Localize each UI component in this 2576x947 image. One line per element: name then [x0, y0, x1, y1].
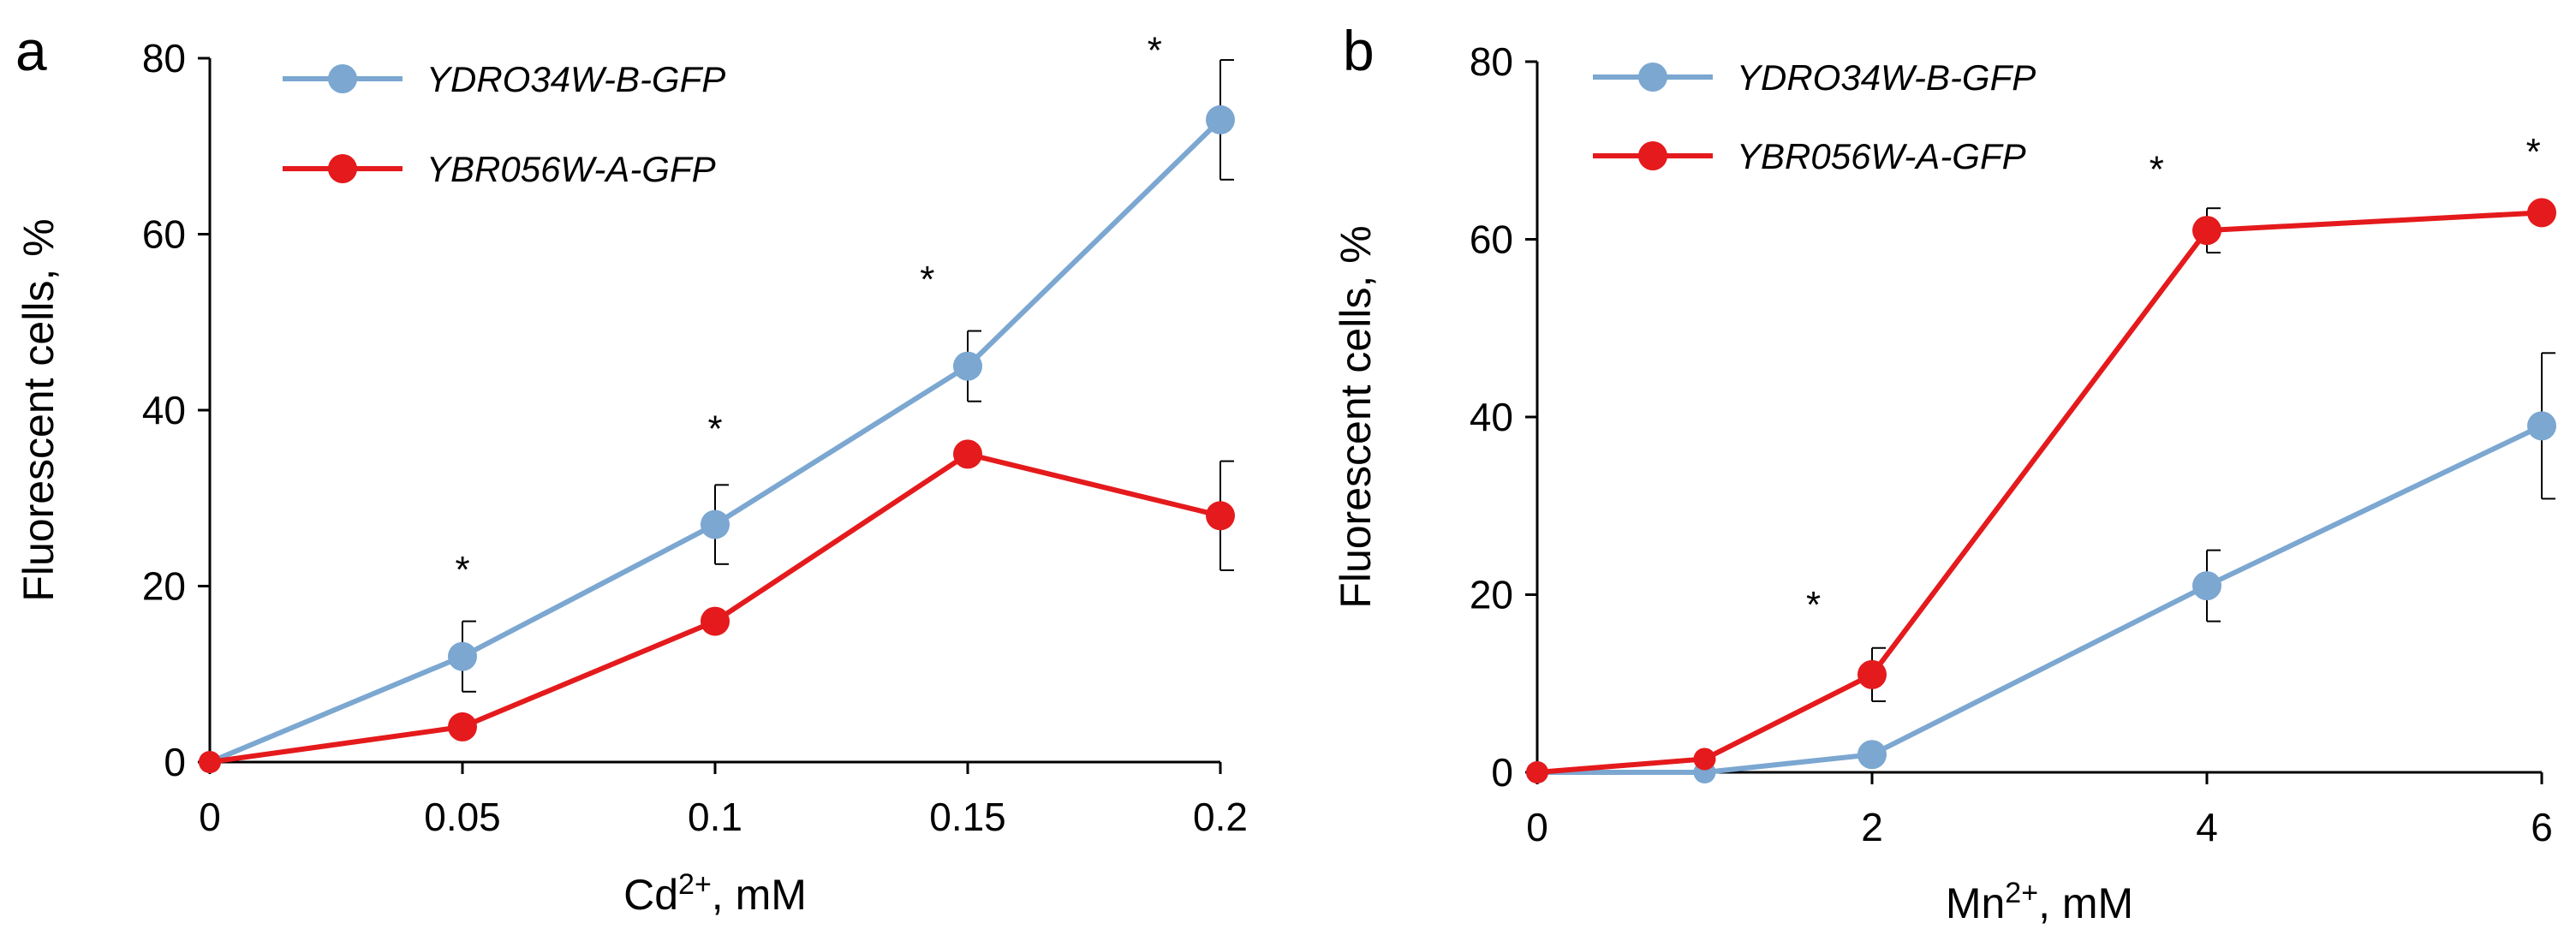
data-point [448, 641, 477, 671]
chart-panel-a: 0 20 40 60 80 0 0.05 0.1 0.15 0.2 Fluorescent cell… [15, 19, 1248, 919]
data-point [1857, 659, 1887, 689]
y-tick-label: 0 [164, 740, 186, 784]
y-tick-label: 20 [1470, 573, 1513, 617]
significance-marker: * [2150, 149, 2164, 191]
x-tick-label: 0.05 [424, 795, 501, 839]
data-point [953, 351, 982, 381]
data-point [701, 606, 730, 636]
x-tick-label: 0 [1526, 805, 1548, 849]
series-line-0 [1537, 423, 2543, 775]
y-axis-title: Fluorescent cells, % [1332, 225, 1380, 608]
x-tick-label: 6 [2531, 805, 2553, 849]
y-tick-label: 80 [1470, 39, 1513, 84]
data-point [1206, 501, 1235, 531]
significance-marker: * [2526, 131, 2541, 173]
significance-marker: * [1806, 584, 1821, 626]
data-point [2527, 411, 2556, 441]
chart-panel-b: 0 20 40 60 80 0 2 4 6 Fluorescent cells, % Mn2+, m… [1332, 19, 2556, 927]
legend-swatch-marker [1638, 141, 1667, 170]
significance-marker: * [920, 259, 934, 301]
data-point [953, 439, 982, 469]
legend-label: YDRO34W-B-GFP [1737, 57, 2036, 98]
data-point [1206, 104, 1235, 134]
x-tick-label: 0.15 [929, 795, 1006, 839]
y-tick-label: 60 [142, 212, 186, 257]
legend-label: YBR056W-A-GFP [1737, 136, 2026, 176]
legend-swatch-marker [328, 64, 357, 93]
x-axis-title: Cd2+, mM [623, 868, 807, 919]
significance-marker: * [455, 549, 469, 591]
y-tick-label: 40 [1470, 395, 1513, 439]
y-tick-label: 60 [1470, 217, 1513, 262]
series-line-1 [1536, 210, 2543, 775]
significance-marker: * [707, 408, 722, 450]
significance-marker: * [1148, 30, 1162, 72]
panel-label: b [1343, 19, 1374, 82]
legend-label: YBR056W-A-GFP [426, 149, 716, 189]
y-tick-label: 80 [142, 36, 186, 80]
y-tick-label: 40 [142, 388, 186, 432]
x-tick-label: 0.1 [688, 795, 742, 839]
x-tick-label: 4 [2196, 805, 2218, 849]
data-point [2527, 198, 2556, 228]
data-point [2192, 571, 2221, 601]
data-point [701, 509, 730, 539]
x-tick-label: 2 [1861, 805, 1883, 849]
data-point [1693, 747, 1716, 771]
legend-swatch-marker [1638, 63, 1667, 92]
x-axis-title: Mn2+, mM [1946, 877, 2133, 927]
panel-label: a [15, 19, 47, 82]
y-axis-title: Fluorescent cells, % [15, 218, 63, 601]
data-point [448, 712, 477, 742]
y-tick-label: 20 [142, 564, 186, 609]
y-tick-label: 0 [1491, 750, 1513, 795]
data-point [1857, 740, 1887, 770]
legend-label: YDRO34W-B-GFP [426, 59, 725, 99]
data-point [199, 751, 221, 773]
x-tick-label: 0.2 [1193, 795, 1248, 839]
data-point [2192, 216, 2221, 246]
legend-swatch-marker [328, 154, 357, 183]
data-point [1526, 761, 1548, 783]
x-tick-label: 0 [199, 795, 221, 839]
